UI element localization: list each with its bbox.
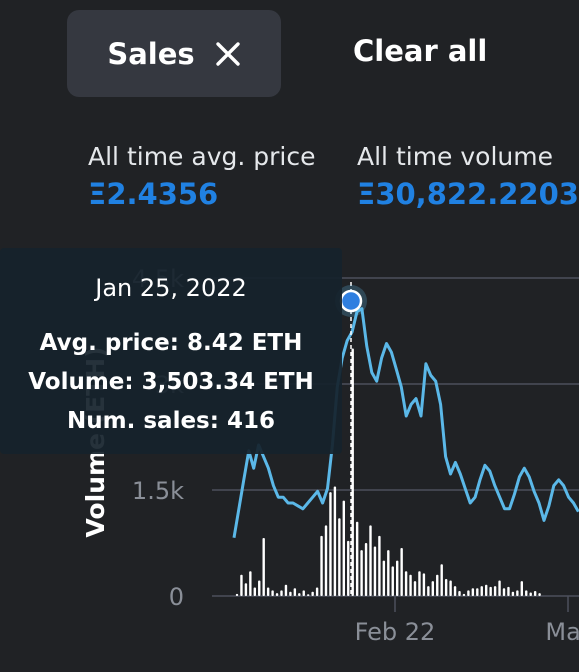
- y-tick-label: 0: [169, 583, 184, 611]
- volume-bar[interactable]: [453, 586, 457, 596]
- volume-bar[interactable]: [364, 543, 368, 596]
- volume-bar[interactable]: [360, 550, 363, 596]
- volume-bar[interactable]: [493, 586, 497, 596]
- volume-bar[interactable]: [373, 546, 377, 596]
- volume-bar[interactable]: [329, 492, 332, 596]
- volume-bar[interactable]: [427, 586, 430, 596]
- volume-bar[interactable]: [533, 591, 537, 596]
- x-tick-label: Feb 22: [355, 618, 436, 646]
- volume-bar[interactable]: [280, 590, 283, 596]
- volume-bar[interactable]: [311, 591, 314, 596]
- volume-bar[interactable]: [489, 586, 492, 596]
- volume-bar[interactable]: [293, 588, 297, 596]
- volume-bar[interactable]: [391, 566, 394, 596]
- volume-bar[interactable]: [271, 590, 274, 596]
- volume-bar[interactable]: [240, 574, 243, 596]
- volume-bar[interactable]: [449, 580, 452, 596]
- volume-bar[interactable]: [262, 538, 265, 596]
- clear-all-button[interactable]: Clear all: [353, 34, 488, 68]
- volume-bar[interactable]: [244, 583, 248, 596]
- volume-bar[interactable]: [485, 584, 488, 596]
- volume-bar[interactable]: [480, 586, 483, 596]
- hover-point[interactable]: [339, 289, 363, 313]
- volume-bar[interactable]: [355, 521, 359, 596]
- volume-bar[interactable]: [253, 587, 256, 596]
- volume-bar[interactable]: [342, 500, 345, 596]
- volume-bar[interactable]: [507, 586, 510, 596]
- volume-bar[interactable]: [462, 593, 466, 596]
- volume-value: Ξ30,822.2203: [357, 177, 579, 211]
- avg-price-stat: All time avg. price Ξ2.4356: [88, 142, 315, 211]
- volume-bar[interactable]: [387, 550, 390, 596]
- volume-bar[interactable]: [351, 348, 354, 596]
- volume-label: All time volume: [357, 142, 553, 171]
- sales-filter-chip[interactable]: Sales: [67, 10, 281, 97]
- volume-bar[interactable]: [235, 593, 239, 596]
- volume-bar[interactable]: [436, 574, 439, 596]
- volume-bar[interactable]: [333, 486, 337, 596]
- volume-bar[interactable]: [409, 574, 412, 596]
- close-icon[interactable]: [215, 41, 241, 67]
- avg-price-value: Ξ2.4356: [88, 177, 219, 211]
- volume-bar[interactable]: [315, 587, 319, 596]
- volume-bar[interactable]: [400, 547, 403, 596]
- avg-price-label: All time avg. price: [88, 142, 316, 171]
- volume-bar[interactable]: [458, 591, 461, 596]
- avg-price-line[interactable]: [232, 307, 579, 539]
- volume-bar[interactable]: [404, 571, 408, 596]
- volume-bar[interactable]: [511, 591, 515, 596]
- tooltip-avg-price: Avg. price: 8.42 ETH: [39, 330, 303, 356]
- volume-bar[interactable]: [418, 571, 421, 596]
- volume-bar[interactable]: [324, 525, 328, 596]
- volume-bar[interactable]: [347, 540, 350, 596]
- volume-bar[interactable]: [249, 571, 252, 596]
- volume-bar[interactable]: [302, 590, 305, 596]
- volume-bar[interactable]: [284, 584, 288, 596]
- volume-bar[interactable]: [467, 590, 470, 596]
- sales-filter-label: Sales: [107, 36, 195, 71]
- volume-bar[interactable]: [307, 594, 310, 596]
- chart-tooltip: Jan 25, 2022 Avg. price: 8.42 ETH Volume…: [0, 248, 342, 454]
- volume-bar[interactable]: [378, 535, 381, 596]
- tooltip-date: Jan 25, 2022: [95, 274, 247, 302]
- volume-bar[interactable]: [529, 592, 532, 596]
- volume-bar[interactable]: [444, 579, 448, 596]
- volume-bar[interactable]: [258, 580, 261, 596]
- volume-bar[interactable]: [275, 593, 279, 596]
- volume-bar[interactable]: [289, 591, 292, 596]
- volume-bar[interactable]: [396, 560, 399, 596]
- volume-bar[interactable]: [525, 590, 528, 596]
- volume-bar[interactable]: [440, 564, 443, 596]
- x-tick-label: Mar: [545, 618, 579, 646]
- volume-bar[interactable]: [382, 560, 386, 596]
- volume-bar[interactable]: [422, 573, 426, 596]
- volume-bar[interactable]: [369, 525, 372, 596]
- y-tick-label: 1.5k: [132, 477, 184, 505]
- volume-bar[interactable]: [413, 581, 417, 596]
- tooltip-num-sales: Num. sales: 416: [67, 408, 275, 434]
- volume-bar[interactable]: [520, 581, 523, 596]
- volume-bar[interactable]: [320, 535, 323, 596]
- tooltip-volume: Volume: 3,503.34 ETH: [28, 369, 314, 395]
- volume-stat: All time volume Ξ30,822.2203: [357, 142, 579, 211]
- volume-bar[interactable]: [538, 593, 541, 596]
- volume-bar[interactable]: [502, 588, 506, 596]
- volume-bar[interactable]: [516, 590, 519, 596]
- volume-bar[interactable]: [476, 588, 479, 596]
- volume-bar[interactable]: [498, 580, 501, 596]
- volume-bar[interactable]: [471, 588, 475, 596]
- volume-bar[interactable]: [266, 587, 270, 596]
- volume-bar[interactable]: [338, 518, 341, 596]
- volume-bar[interactable]: [431, 581, 434, 596]
- volume-bar[interactable]: [298, 593, 301, 596]
